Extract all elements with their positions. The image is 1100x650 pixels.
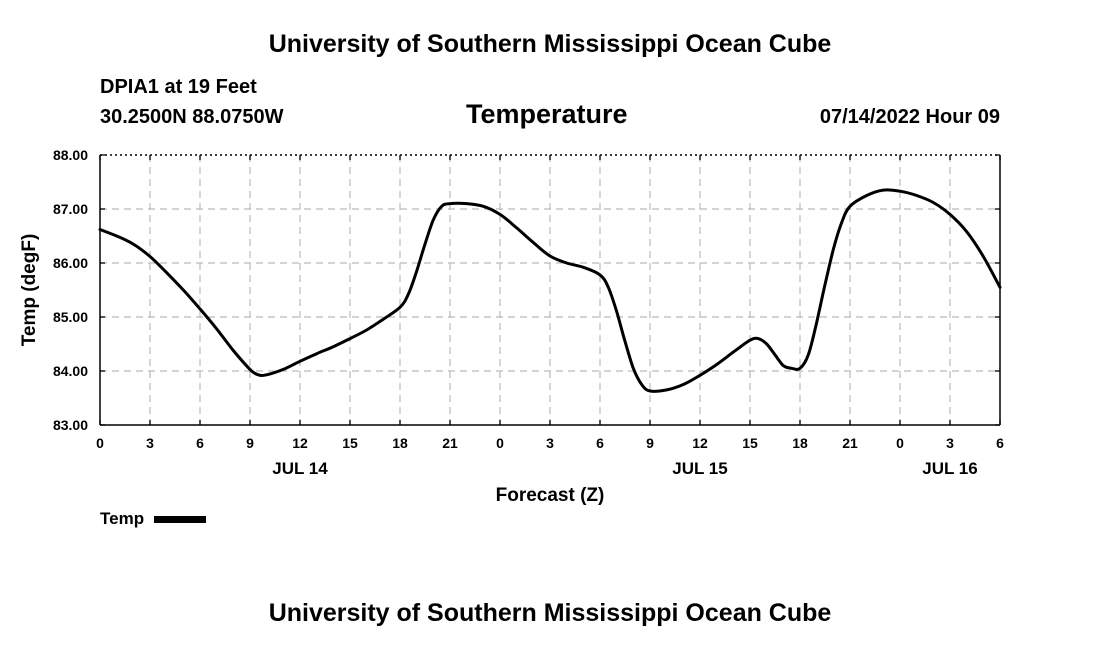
- y-tick-label: 84.00: [53, 363, 88, 379]
- footer-title: University of Southern Mississippi Ocean…: [268, 599, 832, 627]
- x-tick-label: 12: [292, 435, 308, 451]
- y-tick-label: 88.00: [53, 147, 88, 163]
- chart-title: Temperature: [466, 99, 628, 129]
- x-tick-label: 18: [392, 435, 408, 451]
- date-label: JUL 16: [922, 459, 977, 478]
- y-tick-label: 87.00: [53, 201, 88, 217]
- x-tick-label: 0: [496, 435, 504, 451]
- x-tick-label: 15: [742, 435, 758, 451]
- y-tick-label: 85.00: [53, 309, 88, 325]
- y-tick-label: 86.00: [53, 255, 88, 271]
- x-tick-label: 3: [946, 435, 954, 451]
- x-tick-label: 9: [246, 435, 254, 451]
- legend: Temp: [100, 509, 207, 529]
- x-tick-label: 9: [646, 435, 654, 451]
- x-tick-label: 15: [342, 435, 358, 451]
- x-tick-label: 6: [596, 435, 604, 451]
- legend-label: Temp: [100, 509, 145, 528]
- x-axis-title: Forecast (Z): [496, 485, 605, 506]
- x-tick-label: 3: [146, 435, 154, 451]
- y-tick-label: 83.00: [53, 417, 88, 433]
- forecast-datetime: 07/14/2022 Hour 09: [819, 106, 1000, 128]
- coordinates-label: 30.2500N 88.0750W: [100, 106, 284, 128]
- y-axis-title: Temp (degF): [19, 234, 40, 347]
- x-tick-label: 3: [546, 435, 554, 451]
- x-tick-label: 12: [692, 435, 708, 451]
- x-tick-label: 21: [842, 435, 858, 451]
- temperature-chart: 0 3 6 9 12 15 18 21 0 3 6 9 12 15 18 21 0 3 6 83.00 84.00 85.…: [19, 147, 1004, 506]
- legend-line-swatch: [154, 515, 207, 523]
- x-tick-label: 6: [196, 435, 204, 451]
- date-label: JUL 14: [272, 459, 328, 478]
- x-tick-label: 0: [96, 435, 104, 451]
- x-tick-label: 0: [896, 435, 904, 451]
- x-tick-label: 18: [792, 435, 808, 451]
- page-title: University of Southern Mississippi Ocean…: [268, 30, 832, 58]
- x-tick-label: 6: [996, 435, 1004, 451]
- date-label: JUL 15: [672, 459, 727, 478]
- x-tick-label: 21: [442, 435, 458, 451]
- station-label: DPIA1 at 19 Feet: [100, 76, 257, 98]
- temp-series-line: [98, 188, 1002, 393]
